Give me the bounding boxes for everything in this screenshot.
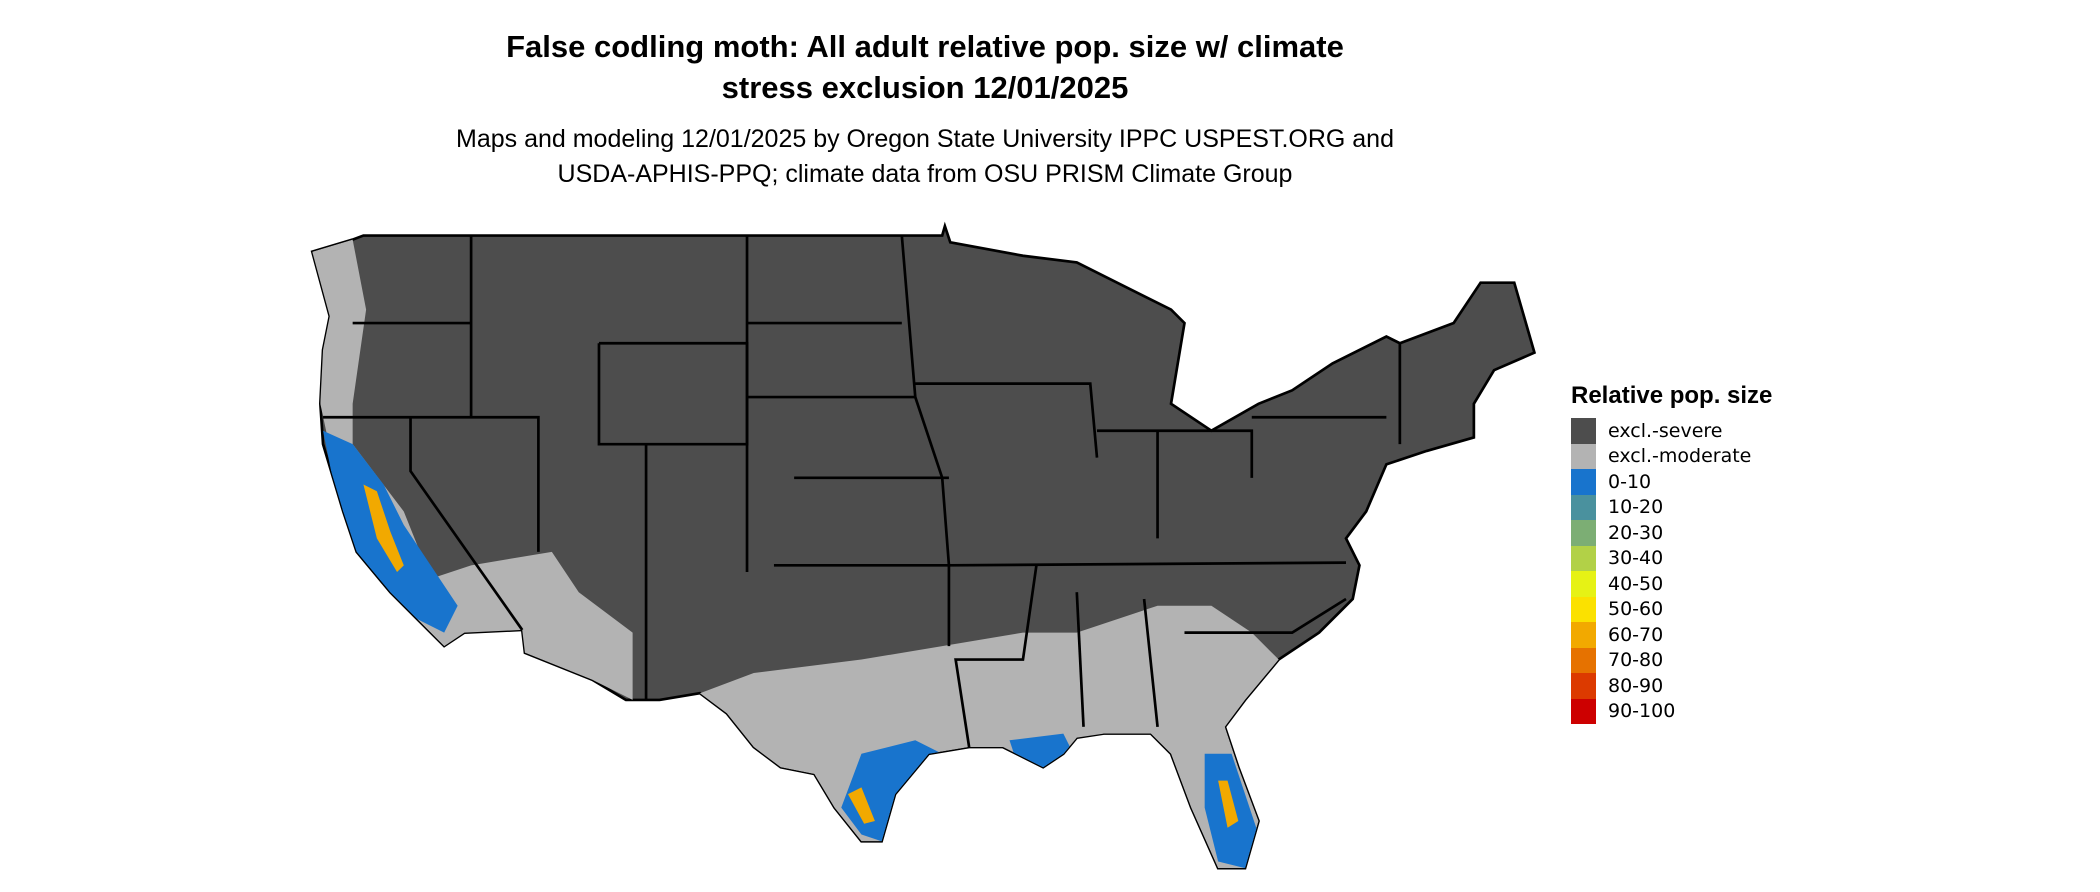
legend-label: 60-70: [1608, 623, 1664, 646]
legend-item: 0-10: [1571, 469, 1772, 495]
state-boundaries: [323, 235, 1402, 748]
subtitle-line-2: USDA-APHIS-PPQ; climate data from OSU PR…: [557, 160, 1293, 188]
legend-item: 70-80: [1571, 647, 1772, 673]
legend-swatch: [1571, 520, 1596, 546]
legend-item: 10-20: [1571, 494, 1772, 520]
region-60-70-texas: [847, 787, 875, 824]
legend-item: excl.-severe: [1571, 418, 1772, 444]
title-line-1: False codling moth: All adult relative p…: [506, 29, 1344, 64]
legend-swatch: [1571, 418, 1596, 444]
legend-item: 30-40: [1571, 545, 1772, 571]
legend-label: 20-30: [1608, 521, 1664, 544]
legend-item: 80-90: [1571, 673, 1772, 699]
legend-label: 50-60: [1608, 598, 1664, 621]
legend-label: 40-50: [1608, 572, 1664, 595]
legend-label: excl.-moderate: [1608, 445, 1752, 468]
us-outline: [310, 221, 1537, 870]
legend-swatch: [1571, 469, 1596, 495]
legend-items: excl.-severe excl.-moderate 0-10 10-20 20-30…: [1571, 418, 1772, 724]
legend-label: 30-40: [1608, 547, 1664, 570]
legend-swatch: [1571, 647, 1596, 673]
legend-swatch: [1571, 622, 1596, 648]
legend-swatch: [1571, 571, 1596, 597]
legend-swatch: [1571, 698, 1596, 724]
region-60-70-california: [363, 484, 404, 573]
legend: Relative pop. size excl.-severe excl.-mod…: [1571, 382, 1772, 724]
title-line-2: stress exclusion 12/01/2025: [721, 70, 1129, 105]
legend-swatch: [1571, 545, 1596, 571]
legend-item: 20-30: [1571, 520, 1772, 546]
legend-swatch: [1571, 494, 1596, 520]
subtitle-line-1: Maps and modeling 12/01/2025 by Oregon S…: [456, 125, 1394, 153]
map-title: False codling moth: All adult relative p…: [0, 26, 1850, 108]
legend-label: 70-80: [1608, 649, 1664, 672]
region-60-70-florida: [1218, 780, 1239, 828]
legend-item: 90-100: [1571, 698, 1772, 724]
legend-item: 40-50: [1571, 571, 1772, 597]
legend-item: excl.-moderate: [1571, 443, 1772, 469]
legend-item: 60-70: [1571, 622, 1772, 648]
legend-label: 90-100: [1608, 700, 1676, 723]
legend-label: 80-90: [1608, 674, 1664, 697]
legend-title: Relative pop. size: [1571, 382, 1773, 409]
legend-swatch: [1571, 443, 1596, 469]
map-subtitle: Maps and modeling 12/01/2025 by Oregon S…: [0, 122, 1850, 192]
legend-label: 10-20: [1608, 496, 1664, 519]
legend-label: 0-10: [1608, 470, 1652, 493]
legend-label: excl.-severe: [1608, 419, 1723, 442]
legend-swatch: [1571, 596, 1596, 622]
legend-swatch: [1571, 673, 1596, 699]
legend-item: 50-60: [1571, 596, 1772, 622]
